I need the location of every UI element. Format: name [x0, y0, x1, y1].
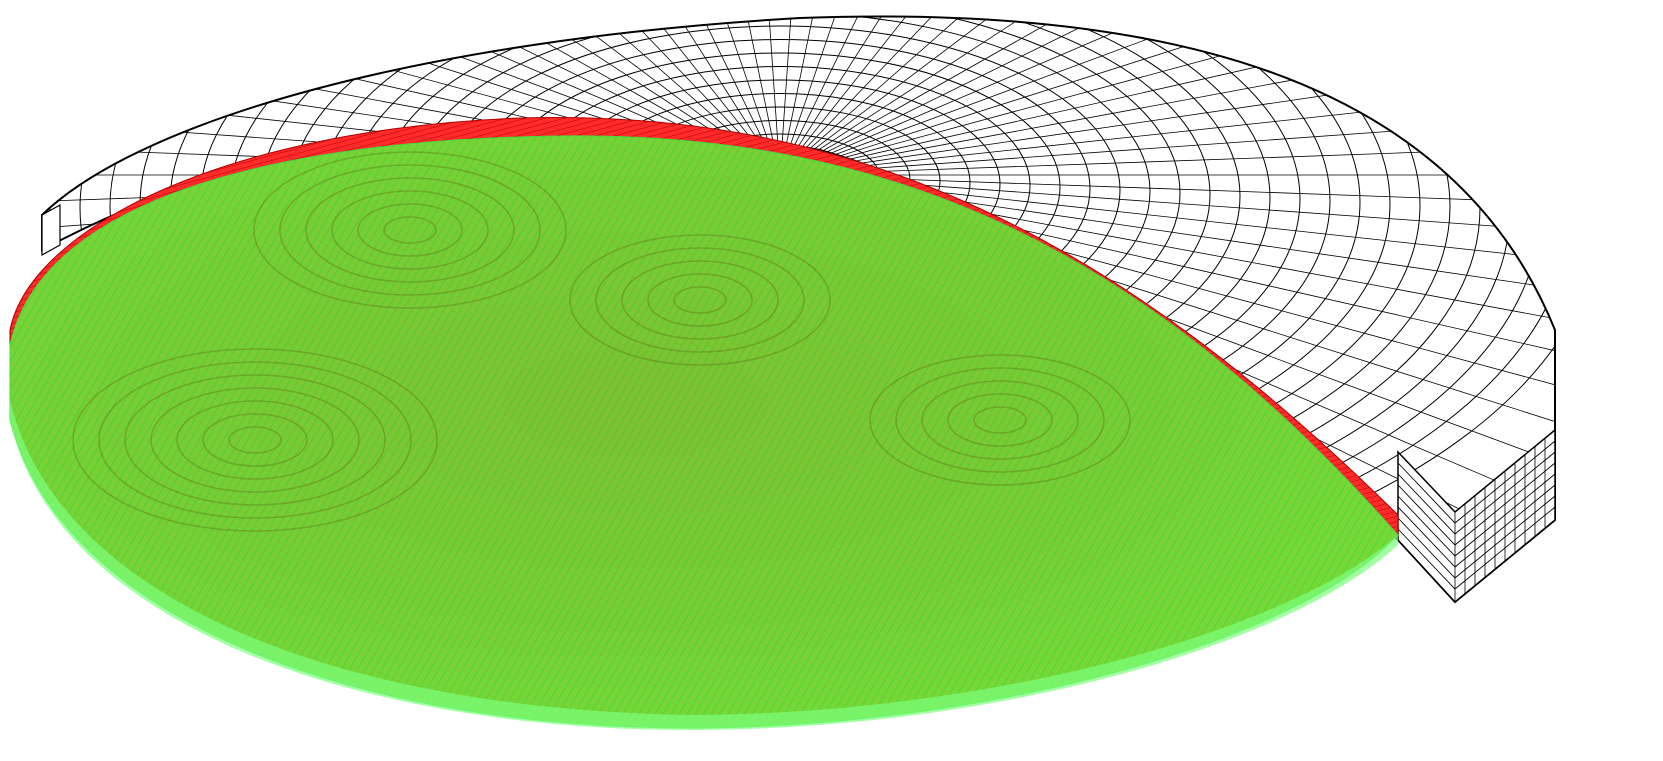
shell-radial-line	[741, 16, 781, 176]
shell-radial-line	[164, 16, 781, 176]
ripple-ring	[279, 164, 541, 296]
shell-radial-line	[779, 16, 1458, 176]
ripple-ring	[357, 203, 463, 257]
ripple-ring	[176, 400, 334, 480]
shell-radial-line	[779, 58, 1555, 176]
ripple-ring	[202, 413, 308, 467]
ripple-ring	[383, 216, 437, 244]
ripple-ring	[305, 177, 515, 283]
ripple-ring	[98, 361, 412, 519]
ripple-ring	[72, 348, 438, 532]
shell-radial-line	[779, 16, 1396, 176]
shell-radial-line	[779, 16, 1331, 176]
shell-left-rim	[41, 203, 61, 257]
shell-radial-line	[779, 16, 1555, 176]
green-fine-mesh	[9, 135, 1399, 731]
shell-radial-line	[779, 20, 1555, 176]
shell-radial-line	[779, 16, 896, 176]
shell-radial-line	[779, 16, 819, 176]
ripple-ring	[947, 393, 1053, 447]
shell-radial-line	[43, 16, 781, 176]
shell-radial-line	[664, 16, 781, 176]
ripple-ring	[124, 374, 386, 506]
shell-radial-line	[779, 135, 1555, 176]
shell-radial-line	[779, 16, 1555, 176]
ripple-ring	[647, 273, 753, 327]
shell-radial-line	[297, 16, 781, 176]
ripple-ring	[673, 286, 727, 314]
shell-radial-line	[779, 16, 1263, 176]
shell-radial-line	[779, 16, 1517, 176]
shell-radial-line	[42, 16, 781, 176]
ripple-ring	[595, 247, 805, 353]
ripple-ring	[253, 151, 567, 309]
ripple-ring	[621, 260, 779, 340]
ripple-ring	[150, 387, 360, 493]
shell-radial-line	[779, 16, 1193, 176]
ripple-ring	[921, 380, 1079, 460]
ripple-ring	[569, 234, 831, 366]
shell-radial-line	[513, 16, 781, 176]
ripple-ring	[228, 426, 282, 454]
shell-rim-wall-lines	[1397, 430, 1556, 602]
shell-radial-line	[229, 16, 781, 176]
shell-radial-line	[779, 16, 1047, 176]
shell-radial-line	[779, 96, 1555, 176]
ripple-ring	[895, 367, 1105, 473]
ripple-ring	[869, 354, 1131, 486]
shell-radial-line	[779, 174, 1555, 292]
shell-radial-line	[779, 16, 1555, 176]
shell-radial-line	[439, 16, 781, 176]
shell-radial-line	[779, 16, 972, 176]
shell-radial-line	[779, 174, 1555, 215]
ripple-ring	[973, 406, 1027, 434]
shell-radial-line	[42, 16, 781, 176]
mesh-ripple-rings	[72, 151, 1131, 532]
shell-radial-line	[367, 16, 781, 176]
shell-radial-line	[588, 16, 781, 176]
shell-radial-line	[779, 174, 1555, 254]
shell-radial-line	[779, 16, 1121, 176]
ripple-ring	[331, 190, 489, 270]
shell-radial-line	[102, 16, 781, 176]
